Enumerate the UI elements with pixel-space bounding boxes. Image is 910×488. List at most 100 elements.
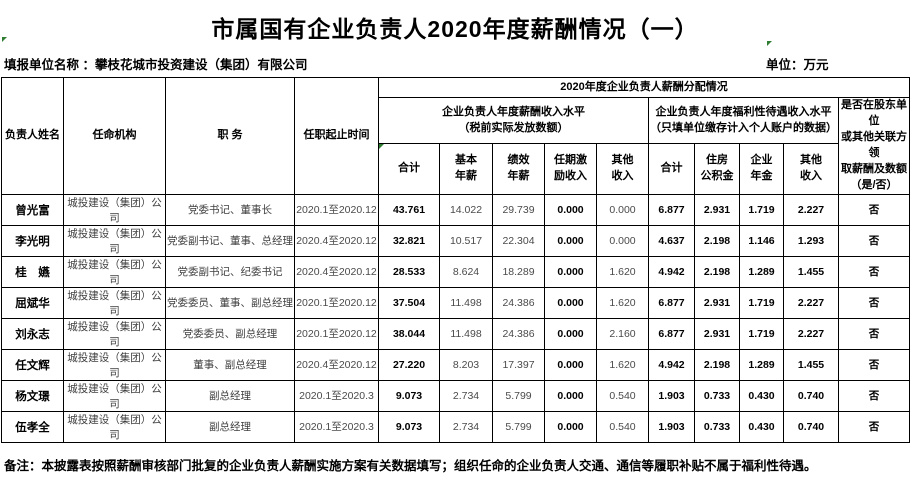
cell-position: 党委副书记、纪委书记 <box>165 255 295 288</box>
cell-welfare-other: 1.455 <box>783 348 839 381</box>
cell-shareholder: 否 <box>837 379 910 412</box>
cell-term: 2020.4至2020.12 <box>294 348 379 381</box>
header-other-income: 其他 收入 <box>596 143 649 195</box>
cell-name: 任文辉 <box>1 348 64 381</box>
cell-housing-fund: 2.198 <box>694 348 740 381</box>
cell-other-income: 1.620 <box>596 348 649 381</box>
cell-indicator-icon <box>2 37 7 42</box>
cell-shareholder: 否 <box>837 410 910 443</box>
cell-position: 党委委员、董事、副总经理 <box>165 286 295 319</box>
cell-salary-total: 9.073 <box>378 379 440 412</box>
cell-term: 2020.1至2020.12 <box>294 286 379 319</box>
cell-welfare-total: 6.877 <box>648 286 695 319</box>
header-agency: 任命机构 <box>63 77 166 195</box>
cell-other-income: 0.540 <box>596 410 649 443</box>
cell-base-salary: 10.517 <box>439 224 493 257</box>
header-welfare-other: 其他 收入 <box>783 143 839 195</box>
cell-position: 党委副书记、董事、总经理 <box>165 224 295 257</box>
cell-shareholder: 否 <box>837 348 910 381</box>
header-salary-total: 合计 <box>378 143 440 195</box>
table-row: 伍孝全 城投建设（集团）公司 副总经理 2020.1至2020.3 9.073 … <box>1 410 910 443</box>
table-row: 曾光富 城投建设（集团）公司 党委书记、董事长 2020.1至2020.12 4… <box>1 193 910 226</box>
cell-annuity: 0.430 <box>739 410 784 443</box>
cell-tenure-incentive: 0.000 <box>544 255 597 288</box>
cell-name: 伍孝全 <box>1 410 64 443</box>
cell-shareholder: 否 <box>837 224 910 257</box>
header-housing-fund: 住房 公积金 <box>694 143 740 195</box>
cell-welfare-other: 2.227 <box>783 193 839 226</box>
page-title: 市属国有企业负责人2020年度薪酬情况（一） <box>211 16 699 42</box>
cell-tenure-incentive: 0.000 <box>544 410 597 443</box>
cell-tenure-incentive: 0.000 <box>544 286 597 319</box>
cell-position: 副总经理 <box>165 379 295 412</box>
cell-term: 2020.4至2020.12 <box>294 224 379 257</box>
cell-name: 桂 嬿 <box>1 255 64 288</box>
cell-term: 2020.1至2020.12 <box>294 317 379 350</box>
cell-other-income: 0.000 <box>596 193 649 226</box>
cell-tenure-incentive: 0.000 <box>544 224 597 257</box>
cell-performance-salary: 5.799 <box>492 410 545 443</box>
cell-position: 党委委员、副总经理 <box>165 317 295 350</box>
cell-shareholder: 否 <box>837 317 910 350</box>
cell-position: 董事、副总经理 <box>165 348 295 381</box>
cell-housing-fund: 2.198 <box>694 255 740 288</box>
cell-annuity: 1.719 <box>739 317 784 350</box>
cell-position: 党委书记、董事长 <box>165 193 295 226</box>
cell-welfare-total: 4.942 <box>648 255 695 288</box>
cell-base-salary: 8.624 <box>439 255 493 288</box>
cell-agency: 城投建设（集团）公司 <box>63 410 166 443</box>
reporting-unit-label: 填报单位名称 ： <box>4 58 95 72</box>
header-welfare-total: 合计 <box>648 143 695 195</box>
cell-name: 屈斌华 <box>1 286 64 319</box>
cell-salary-total: 27.220 <box>378 348 440 381</box>
cell-agency: 城投建设（集团）公司 <box>63 286 166 319</box>
header-welfare-group: 企业负责人年度福利性待遇收入水平 （只填单位缴存计入个人账户的数据） <box>648 96 839 145</box>
cell-welfare-total: 1.903 <box>648 379 695 412</box>
cell-annuity: 1.719 <box>739 286 784 319</box>
table-row: 杨文璟 城投建设（集团）公司 副总经理 2020.1至2020.3 9.073 … <box>1 379 910 412</box>
cell-welfare-total: 6.877 <box>648 193 695 226</box>
header-salary-total-label: 合计 <box>398 161 420 174</box>
cell-name: 刘永志 <box>1 317 64 350</box>
cell-agency: 城投建设（集团）公司 <box>63 348 166 381</box>
header-shareholder: 是否在股东单位 或其他关联方领 取薪酬及数额 （是/否） <box>837 97 910 195</box>
cell-salary-total: 28.533 <box>378 255 440 288</box>
cell-annuity: 1.289 <box>739 255 784 288</box>
cell-agency: 城投建设（集团）公司 <box>63 224 166 257</box>
cell-housing-fund: 0.733 <box>694 379 740 412</box>
table-row: 桂 嬿 城投建设（集团）公司 党委副书记、纪委书记 2020.4至2020.12… <box>1 255 910 288</box>
cell-other-income: 0.540 <box>596 379 649 412</box>
cell-tenure-incentive: 0.000 <box>544 348 597 381</box>
cell-other-income: 1.620 <box>596 286 649 319</box>
table-row: 李光明 城投建设（集团）公司 党委副书记、董事、总经理 2020.4至2020.… <box>1 224 910 257</box>
header-term: 任职起止时间 <box>294 77 379 195</box>
header-group-top: 2020年度企业负责人薪酬分配情况 <box>377 77 910 98</box>
cell-agency: 城投建设（集团）公司 <box>63 193 166 226</box>
cell-term: 2020.1至2020.12 <box>294 193 379 226</box>
cell-annuity: 1.719 <box>739 193 784 226</box>
cell-welfare-other: 0.740 <box>783 379 839 412</box>
cell-welfare-total: 4.942 <box>648 348 695 381</box>
cell-housing-fund: 0.733 <box>694 410 740 443</box>
reporting-unit: 填报单位名称 ：攀枝花城市投资建设（集团）有限公司 <box>4 54 308 73</box>
cell-base-salary: 2.734 <box>439 410 493 443</box>
cell-agency: 城投建设（集团）公司 <box>63 317 166 350</box>
table-row: 任文辉 城投建设（集团）公司 董事、副总经理 2020.4至2020.12 27… <box>1 348 910 381</box>
cell-position: 副总经理 <box>165 410 295 443</box>
cell-performance-salary: 24.386 <box>492 286 545 319</box>
cell-performance-salary: 22.304 <box>492 224 545 257</box>
unit-note: 单位：万元 <box>766 58 829 72</box>
header-name: 负责人姓名 <box>1 77 64 195</box>
cell-name: 曾光富 <box>1 193 64 226</box>
cell-annuity: 0.430 <box>739 379 784 412</box>
cell-housing-fund: 2.931 <box>694 317 740 350</box>
cell-welfare-other: 0.740 <box>783 410 839 443</box>
cell-name: 李光明 <box>1 224 64 257</box>
cell-salary-total: 32.821 <box>378 224 440 257</box>
footer-note: 备注：本披露表按照薪酬审核部门批复的企业负责人薪酬实施方案有关数据填写；组织任命… <box>4 459 817 473</box>
header-base-salary: 基本 年薪 <box>439 143 493 195</box>
cell-base-salary: 11.498 <box>439 317 493 350</box>
header-tenure-incentive: 任期激 励收入 <box>544 143 597 195</box>
cell-indicator-icon <box>379 144 384 150</box>
cell-welfare-total: 4.637 <box>648 224 695 257</box>
